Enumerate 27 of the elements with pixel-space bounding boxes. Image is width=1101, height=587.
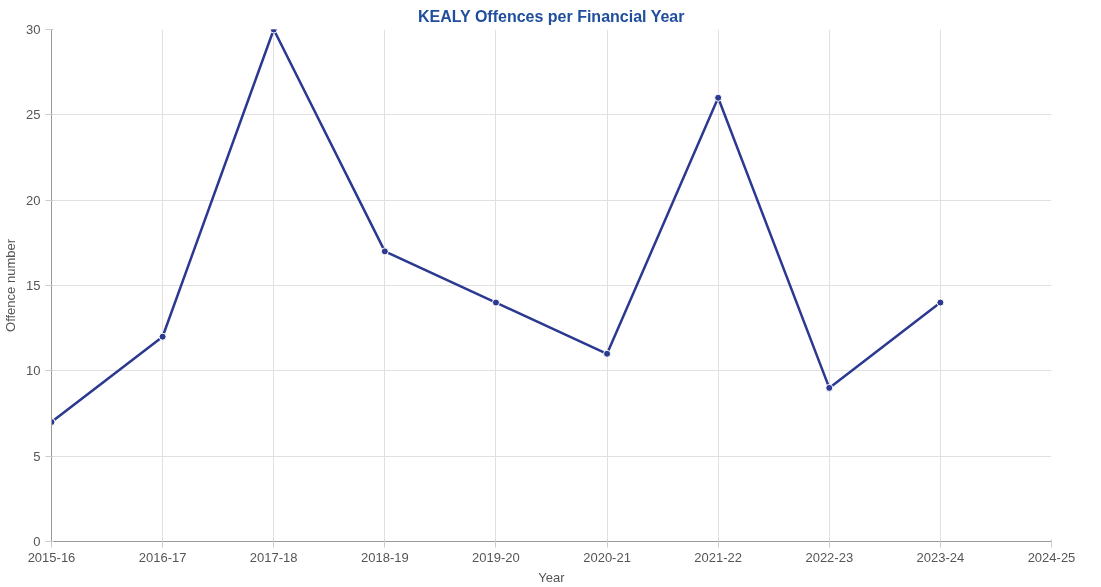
- y-tick-label: 30: [26, 22, 41, 37]
- chart-title: KEALY Offences per Financial Year: [417, 7, 685, 25]
- point: [158, 332, 167, 341]
- x-tick-label: 2020-21: [583, 549, 631, 565]
- x-tick-label: 2023-24: [916, 549, 965, 565]
- x-tick-label: 2024-25: [1027, 549, 1076, 565]
- y-tick-label: 0: [33, 534, 41, 549]
- y-tick-label: 20: [26, 192, 41, 208]
- x-tick-label: 2018-19: [360, 549, 409, 565]
- x-tick-label: 2016-17: [138, 549, 187, 565]
- y-tick-label: 25: [26, 107, 41, 123]
- point: [603, 349, 612, 358]
- x-tick-label: 2021-22: [694, 549, 743, 565]
- point: [825, 383, 834, 392]
- x-axis-title: Year: [538, 569, 566, 585]
- point: [714, 93, 723, 102]
- y-tick-label: 15: [26, 278, 41, 293]
- point: [491, 298, 500, 307]
- y-tick-label: 5: [33, 448, 41, 464]
- x-tick-label: 2022-23: [805, 549, 854, 565]
- x-tick-label: 2017-18: [249, 549, 298, 565]
- y-tick-label: 10: [26, 363, 41, 379]
- x-tick-label: 2019-20: [472, 549, 520, 565]
- y-axis-title: Offence number: [3, 238, 19, 332]
- x-tick-label: 2015-16: [27, 549, 76, 565]
- point: [380, 247, 389, 256]
- point: [936, 298, 945, 307]
